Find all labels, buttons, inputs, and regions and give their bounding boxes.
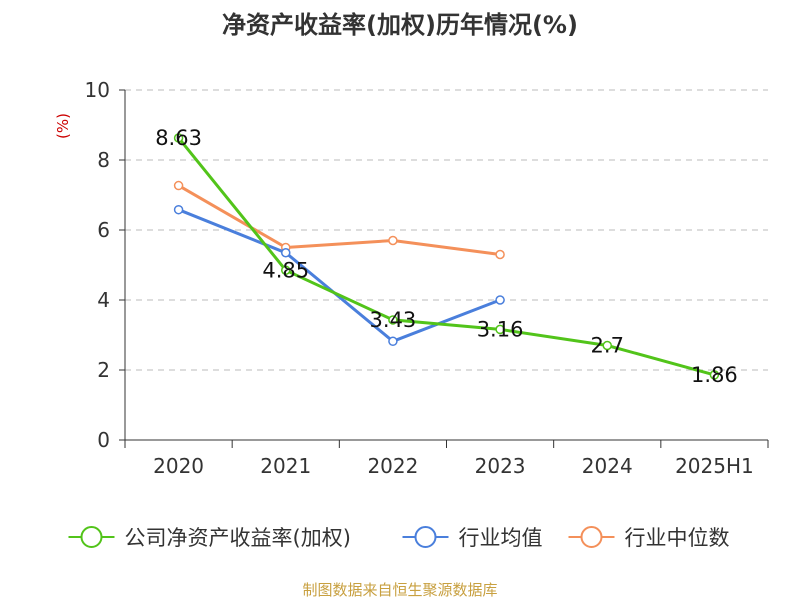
data-label: 8.63 [155, 126, 202, 150]
x-tick-label: 2025H1 [675, 454, 754, 478]
chart-title: 净资产收益率(加权)历年情况(%) [222, 11, 578, 39]
source-note: 制图数据来自恒生聚源数据库 [302, 581, 497, 599]
legend-marker [80, 526, 103, 548]
y-tick-label: 6 [97, 218, 110, 242]
grid-lines [125, 89, 768, 371]
data-labels: 8.63 4.85 3.43 3.16 2.7 1.86 [155, 126, 738, 387]
legend-label: 行业均值 [459, 526, 543, 550]
y-tick-label: 8 [97, 148, 110, 172]
data-point [173, 180, 184, 191]
series-line [177, 136, 715, 377]
legend: 公司净资产收益率(加权) 行业均值 行业中位数 [68, 526, 730, 550]
data-label: 2.7 [591, 334, 624, 358]
data-point [281, 248, 291, 258]
legend-label: 公司净资产收益率(加权) [125, 526, 351, 550]
data-label: 1.86 [691, 363, 738, 387]
data-point [602, 340, 612, 351]
data-point [388, 315, 398, 325]
data-label: 3.43 [370, 308, 417, 332]
legend-label: 行业中位数 [625, 526, 730, 550]
y-tick-label: 10 [85, 78, 110, 102]
y-tick-label: 0 [97, 428, 110, 452]
series-line [177, 184, 501, 256]
series-layer [173, 133, 720, 380]
y-tick-label: 2 [97, 358, 110, 382]
x-tick-label: 2024 [582, 454, 633, 478]
data-point [495, 249, 505, 260]
x-tick-label: 2020 [153, 454, 204, 478]
legend-marker [414, 526, 437, 548]
x-tick-label: 2021 [260, 454, 311, 478]
legend-marker [580, 526, 603, 548]
data-point [173, 133, 184, 143]
axes: 0 2 4 6 8 10 2020 2021 2022 2023 2024 2025H1 [85, 78, 769, 478]
data-point [495, 324, 505, 335]
data-label: 4.85 [262, 258, 309, 282]
data-point [281, 265, 291, 275]
data-point [388, 235, 398, 246]
data-point [495, 295, 505, 305]
data-point [173, 204, 184, 215]
data-point [388, 336, 398, 347]
y-tick-label: 4 [97, 288, 110, 312]
data-label: 3.16 [477, 317, 524, 341]
y-axis-unit: (%) [54, 113, 72, 139]
series-line [178, 208, 501, 343]
x-tick-label: 2023 [475, 454, 526, 478]
x-tick-label: 2022 [367, 454, 418, 478]
data-point [709, 370, 720, 380]
